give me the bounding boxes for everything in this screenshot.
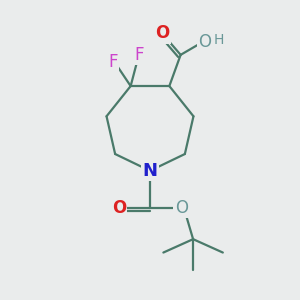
- Text: O: O: [175, 199, 188, 217]
- Text: F: F: [135, 46, 144, 64]
- Text: O: O: [155, 24, 169, 42]
- Text: O: O: [112, 199, 126, 217]
- Text: H: H: [213, 33, 224, 47]
- Text: O: O: [198, 33, 211, 51]
- Text: N: N: [142, 162, 158, 180]
- Text: F: F: [108, 53, 118, 71]
